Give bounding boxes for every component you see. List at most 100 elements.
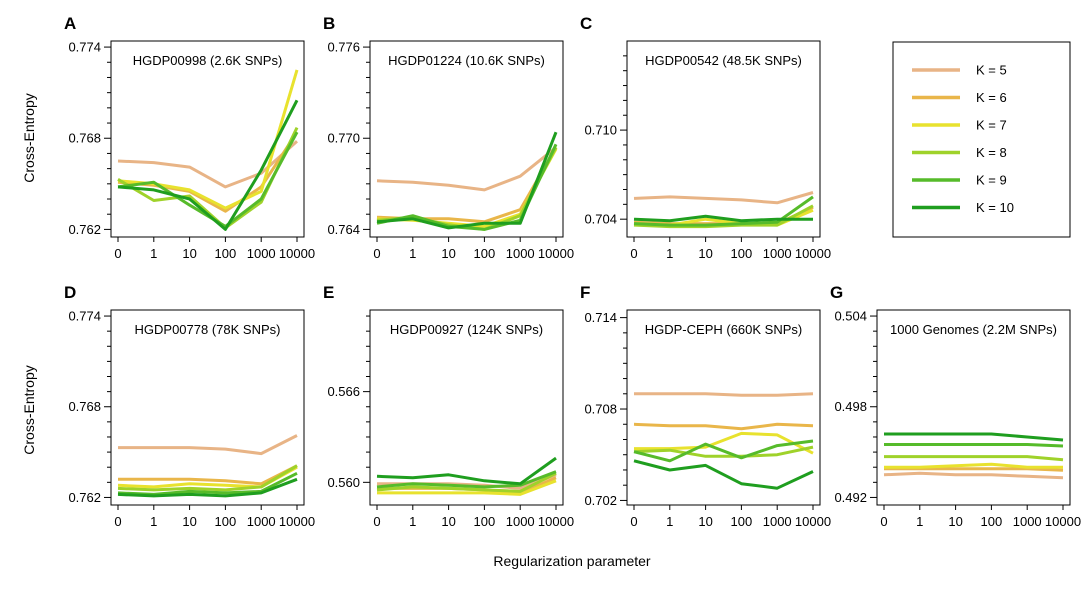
- series-line-k10: [117, 99, 299, 231]
- y-tick-label: 0.708: [584, 402, 617, 417]
- panel-a: 0.762 0.768 0.774 0 1 10 100 1000 10000 A HGDP0099…: [64, 14, 315, 261]
- x-tick-label: 10000: [795, 514, 831, 529]
- panel-g: 0.492 0.498 0.504 0 1 10 100 1000 10000 G 1000 Gen…: [830, 283, 1081, 529]
- series-line-k5: [633, 191, 814, 205]
- y-tick-label: 0.566: [327, 384, 360, 399]
- x-tick-label: 0: [373, 514, 380, 529]
- series-line-k9: [633, 439, 814, 463]
- series-line-k5: [118, 434, 298, 456]
- x-tick-label: 1000: [506, 246, 535, 261]
- y-tick-label: 0.714: [584, 310, 617, 325]
- legend-label: K = 10: [976, 200, 1014, 215]
- x-tick-label: 10: [182, 246, 196, 261]
- x-tick-label: 100: [215, 514, 237, 529]
- panel-letter: D: [64, 283, 76, 302]
- series-line-k8: [117, 464, 298, 492]
- series-line-k5: [883, 471, 1064, 480]
- y-tick-label: 0.498: [834, 399, 867, 414]
- panel-title: HGDP00927 (124K SNPs): [390, 322, 543, 337]
- panel-c: 0.704 0.710 0 1 10 100 1000 10000 C HGDP00542 (48…: [580, 14, 831, 261]
- series-line-k6: [884, 467, 1064, 472]
- series-line-k9: [884, 443, 1064, 448]
- panel-frame: [876, 309, 1071, 506]
- x-tick-label: 1000: [763, 514, 792, 529]
- y-tick-label: 0.774: [68, 309, 101, 324]
- y-tick-label: 0.560: [327, 475, 360, 490]
- x-tick-label: 0: [880, 514, 887, 529]
- x-tick-label: 0: [630, 246, 637, 261]
- y-tick-label: 0.762: [68, 490, 101, 505]
- series-line-k6: [633, 422, 814, 431]
- y-tick-label: 0.704: [584, 212, 617, 227]
- y-axis-title-top: Cross-Entropy: [21, 93, 37, 182]
- x-tick-label: 1000: [1013, 514, 1042, 529]
- panel-letter: G: [830, 283, 843, 302]
- x-axis-title: Regularization parameter: [493, 553, 651, 569]
- panel-d: 0.762 0.768 0.774 0 1 10 100 1000 10000 D HGDP0077…: [64, 283, 315, 529]
- x-tick-label: 1: [666, 246, 673, 261]
- x-tick-label: 10000: [538, 514, 574, 529]
- panel-b: 0.764 0.770 0.776 0 1 10 100 1000 10000 B HGDP0122…: [323, 14, 574, 261]
- x-tick-label: 10: [441, 514, 455, 529]
- series-line-k10: [376, 456, 557, 486]
- panel-frame: [110, 40, 305, 238]
- panel-title: HGDP00778 (78K SNPs): [135, 322, 281, 337]
- legend-entries: K = 5 K = 6 K = 7 K = 8 K = 9 K = 10: [912, 63, 1014, 215]
- y-tick-label: 0.504: [834, 309, 867, 324]
- x-tick-label: 1: [409, 246, 416, 261]
- y-tick-label: 0.710: [584, 123, 617, 138]
- panel-letter: E: [323, 283, 334, 302]
- legend: K = 5 K = 6 K = 7 K = 8 K = 9 K = 10: [892, 41, 1071, 238]
- series-line-k8: [884, 455, 1064, 462]
- series-line-k5: [376, 146, 557, 192]
- y-axis-title-bottom: Cross-Entropy: [21, 365, 37, 454]
- y-tick-label: 0.492: [834, 490, 867, 505]
- x-tick-label: 1000: [763, 246, 792, 261]
- panel-letter: F: [580, 283, 590, 302]
- x-tick-label: 0: [373, 246, 380, 261]
- x-tick-label: 10: [182, 514, 196, 529]
- series-line-k8: [633, 445, 814, 458]
- x-tick-label: 10000: [279, 514, 315, 529]
- x-tick-label: 10: [698, 246, 712, 261]
- series-line-k6: [376, 146, 558, 224]
- x-tick-label: 1: [409, 514, 416, 529]
- x-tick-label: 10: [698, 514, 712, 529]
- panel-title: HGDP00542 (48.5K SNPs): [645, 53, 802, 68]
- legend-label: K = 6: [976, 90, 1007, 105]
- panel-frame: [110, 309, 305, 506]
- legend-label: K = 5: [976, 63, 1007, 78]
- x-tick-label: 100: [731, 514, 753, 529]
- y-tick-label: 0.762: [68, 222, 101, 237]
- series-line-k7: [377, 479, 557, 496]
- series-line-k5: [634, 392, 814, 397]
- y-tick-label: 0.764: [327, 222, 360, 237]
- panel-frame: [369, 40, 564, 238]
- x-tick-label: 0: [114, 514, 121, 529]
- series-line-k10: [376, 131, 558, 230]
- series-line-k10: [884, 432, 1064, 442]
- panel-frame: [626, 309, 821, 506]
- x-tick-label: 1: [150, 514, 157, 529]
- x-tick-label: 100: [474, 514, 496, 529]
- series-line-k7: [634, 431, 814, 455]
- x-tick-label: 1000: [506, 514, 535, 529]
- series-line-k10: [633, 459, 814, 490]
- x-tick-label: 100: [474, 246, 496, 261]
- x-tick-label: 1: [150, 246, 157, 261]
- series-line-k10: [633, 214, 813, 223]
- x-tick-label: 10000: [279, 246, 315, 261]
- series-line-k7: [117, 69, 299, 210]
- series-line-k7: [884, 462, 1063, 469]
- x-tick-label: 10: [441, 246, 455, 261]
- x-tick-label: 100: [215, 246, 237, 261]
- y-tick-label: 0.768: [68, 399, 101, 414]
- x-tick-label: 1: [666, 514, 673, 529]
- x-tick-label: 100: [731, 246, 753, 261]
- panel-title: HGDP01224 (10.6K SNPs): [388, 53, 545, 68]
- series-line-k10: [117, 477, 298, 498]
- panel-title: HGDP00998 (2.6K SNPs): [133, 53, 283, 68]
- panel-frame: [369, 309, 564, 506]
